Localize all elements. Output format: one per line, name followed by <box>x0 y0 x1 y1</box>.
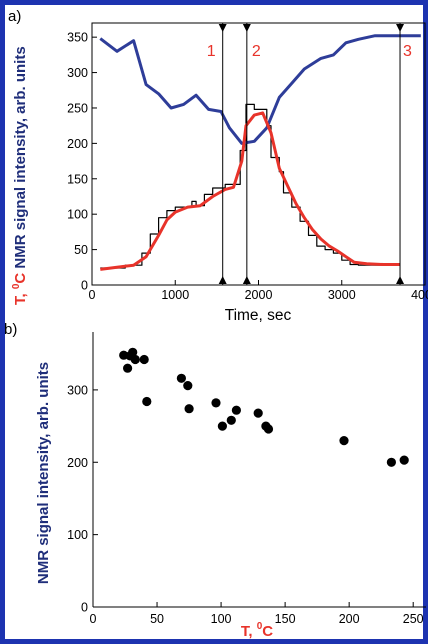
panel-b-axes <box>92 332 426 608</box>
panel-b-data-point <box>217 421 227 431</box>
panel-a-marker-arrow-top <box>242 24 251 32</box>
panel-b-data-point <box>142 396 152 407</box>
panel-b-label: b) <box>4 321 17 338</box>
panel-b-data-point <box>176 373 186 383</box>
panel-b-x-tick-label: 50 <box>150 612 164 626</box>
panel-a-marker-arrow-bottom <box>218 276 227 284</box>
panel-a-marker-label: 3 <box>403 43 412 60</box>
panel-b-data-point <box>183 381 193 391</box>
panel-a-y-axis-title: T, 0C NMR signal intensity, arb. units <box>11 46 29 305</box>
panel-a-x-tick-label: 0 <box>89 288 96 302</box>
panel-a-x-tick-label: 4000 <box>411 288 428 302</box>
panel-a-y-title-deg: 0 <box>11 283 22 289</box>
panel-b-x-tick-label: 250 <box>403 612 424 626</box>
panel-a-y-tick-label: 250 <box>67 101 88 115</box>
panel-b-data-point <box>184 404 194 414</box>
panel-a-y-tick-label: 0 <box>81 279 88 293</box>
panel-a-series <box>99 34 421 271</box>
panel-a-y-tick-label: 150 <box>67 172 88 186</box>
panel-b-y-axis-title: NMR signal intensity, arb. units <box>35 362 52 584</box>
panel-a-markers: 1 2 3 <box>207 23 412 285</box>
panel-a-y-ticks: 0 50 100 150 200 250 300 350 <box>67 31 97 293</box>
panel-b-x-title-c: C <box>262 623 273 640</box>
panel-a-marker-arrow-bottom <box>396 276 405 284</box>
panel-a-x-tick-label: 1000 <box>161 288 189 302</box>
panel-a-marker-arrow-bottom <box>242 276 251 284</box>
panel-a-y-title-t: T, <box>12 289 29 305</box>
panel-b-data-point <box>399 455 409 465</box>
panel-a-label: a) <box>8 8 21 25</box>
panel-b-data-point <box>226 415 236 425</box>
panel-b-y-tick-label: 200 <box>67 456 88 470</box>
panel-a-marker-label: 1 <box>207 43 216 60</box>
panel-a-y-tick-label: 350 <box>67 31 88 45</box>
panel-b-data-point <box>128 347 138 357</box>
panel-a-y-tick-label: 50 <box>74 243 88 257</box>
panel-b-data-point <box>139 354 149 365</box>
panel-a-series-step <box>100 103 400 269</box>
panel-a-y-tick-label: 100 <box>67 208 88 222</box>
panel-a-x-ticks: 0 1000 2000 3000 4000 <box>89 280 428 302</box>
panel-b-points <box>119 347 409 467</box>
panel-a-y-tick-label: 200 <box>67 137 88 151</box>
panel-b-data-point <box>339 436 349 446</box>
panel-b-y-tick-label: 100 <box>67 528 88 542</box>
panel-a-y-title-main: NMR signal intensity, arb. units <box>12 46 29 268</box>
panel-b-data-point <box>211 398 221 408</box>
panel-b-data-point <box>231 405 241 415</box>
panel-a-y-title-c: C <box>12 273 29 284</box>
panel-b-x-title-deg: 0 <box>257 621 263 632</box>
panel-b-y-tick-label: 0 <box>81 601 88 615</box>
panel-a-series-nmr <box>99 34 421 145</box>
panel-b-y-tick-label: 300 <box>67 383 88 397</box>
panel-b-data-point <box>130 354 140 365</box>
panel-a-plot-frame <box>91 22 426 286</box>
panel-a-marker-label: 2 <box>252 43 261 60</box>
panel-b-x-tick-label: 150 <box>275 612 296 626</box>
panel-b-y-ticks: 0 100 200 300 <box>67 383 98 615</box>
panel-b-x-title-t: T, <box>241 623 257 640</box>
panel-a: a) T, 0C NMR signal intensity, arb. unit… <box>8 8 428 324</box>
panel-a-x-tick-label: 3000 <box>328 288 356 302</box>
panel-a-series-temperature <box>100 111 400 271</box>
panel-b-data-point <box>263 424 274 434</box>
panel-b: b) NMR signal intensity, arb. units 0 100… <box>4 321 426 640</box>
panel-b-x-tick-label: 0 <box>90 612 97 626</box>
panel-a-x-tick-label: 2000 <box>245 288 273 302</box>
panel-a-x-axis-title: Time, sec <box>225 307 292 324</box>
panel-b-x-tick-label: 200 <box>339 612 360 626</box>
panel-b-data-point <box>253 408 263 418</box>
panel-b-data-point <box>386 457 396 467</box>
panel-a-marker-arrow-top <box>218 24 227 32</box>
panel-a-marker-arrow-top <box>396 24 405 32</box>
panel-b-x-ticks: 0 50 100 150 200 250 <box>90 602 424 626</box>
panel-a-y-tick-label: 300 <box>67 66 88 80</box>
panel-b-x-tick-label: 100 <box>211 612 232 626</box>
panel-b-x-axis-title: T, 0C <box>241 621 273 640</box>
panel-b-data-point <box>123 363 133 373</box>
